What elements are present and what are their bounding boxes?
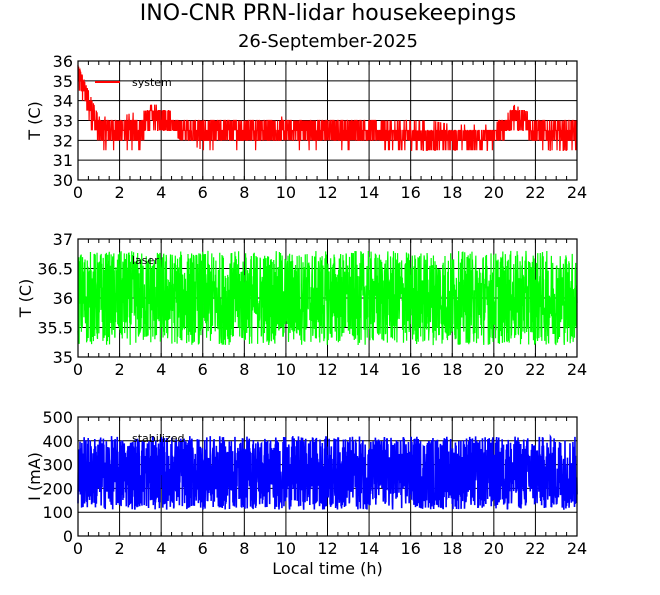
x-tick-label: 12 — [317, 183, 337, 202]
x-tick-label: 22 — [525, 183, 545, 202]
x-tick-label: 16 — [400, 360, 420, 379]
plot-frame — [77, 60, 578, 181]
x-tick-label: 2 — [114, 539, 124, 558]
y-tick-label: 500 — [42, 408, 73, 427]
y-axis-label: I (mA) — [25, 452, 44, 501]
series-trace-system — [77, 64, 578, 151]
y-tick-label: 400 — [42, 432, 73, 451]
x-tick-label: 6 — [198, 539, 208, 558]
legend-label: stabilized — [132, 432, 184, 445]
y-tick-label: 35 — [53, 348, 73, 367]
y-tick-label: 32 — [53, 131, 73, 150]
x-tick-label: 6 — [198, 183, 208, 202]
y-tick-label: 30 — [53, 171, 73, 190]
y-tick-label: 0 — [63, 527, 73, 546]
y-tick-label: 35 — [53, 72, 73, 91]
y-tick-label: 35.5 — [37, 319, 73, 338]
x-tick-label: 2 — [114, 183, 124, 202]
x-tick-label: 10 — [276, 183, 296, 202]
x-tick-label: 16 — [400, 539, 420, 558]
legend-label: system — [132, 76, 172, 89]
x-tick-label: 4 — [156, 183, 166, 202]
x-tick-label: 20 — [484, 183, 504, 202]
series-trace-laser — [77, 250, 578, 346]
x-tick-label: 0 — [73, 183, 83, 202]
x-tick-label: 24 — [567, 539, 587, 558]
y-tick-label: 36 — [53, 52, 73, 71]
y-tick-label: 200 — [42, 479, 73, 498]
x-tick-label: 10 — [276, 360, 296, 379]
y-tick-label: 36 — [53, 289, 73, 308]
y-axis-label: T (C) — [25, 101, 44, 141]
x-tick-label: 18 — [442, 360, 462, 379]
x-tick-label: 24 — [567, 360, 587, 379]
x-tick-label: 20 — [484, 539, 504, 558]
x-tick-label: 14 — [359, 539, 379, 558]
x-tick-label: 8 — [239, 539, 249, 558]
x-tick-label: 0 — [73, 360, 83, 379]
x-tick-label: 8 — [239, 360, 249, 379]
y-tick-label: 300 — [42, 456, 73, 475]
y-tick-label: 34 — [53, 92, 73, 111]
x-tick-label: 6 — [198, 360, 208, 379]
x-axis-label: Local time (h) — [272, 559, 382, 578]
legend-label: laser — [132, 254, 159, 267]
x-tick-label: 12 — [317, 360, 337, 379]
x-tick-label: 14 — [359, 360, 379, 379]
x-tick-label: 2 — [114, 360, 124, 379]
y-tick-label: 33 — [53, 112, 73, 131]
y-tick-label: 31 — [53, 151, 73, 170]
plot-frame — [77, 416, 578, 537]
x-tick-label: 18 — [442, 183, 462, 202]
x-tick-label: 22 — [525, 539, 545, 558]
x-tick-label: 0 — [73, 539, 83, 558]
x-tick-label: 22 — [525, 360, 545, 379]
plot-frame — [77, 238, 578, 358]
chart-title: INO-CNR PRN-lidar housekeepings — [140, 1, 516, 26]
x-tick-label: 4 — [156, 360, 166, 379]
y-tick-label: 36.5 — [37, 260, 73, 279]
x-tick-label: 14 — [359, 183, 379, 202]
x-tick-label: 8 — [239, 183, 249, 202]
x-tick-label: 20 — [484, 360, 504, 379]
x-tick-label: 4 — [156, 539, 166, 558]
y-axis-label: T (C) — [16, 279, 35, 319]
y-tick-label: 100 — [42, 503, 73, 522]
x-tick-label: 24 — [567, 183, 587, 202]
x-tick-label: 18 — [442, 539, 462, 558]
x-tick-label: 16 — [400, 183, 420, 202]
series-trace-stabilized — [77, 433, 578, 510]
y-tick-label: 37 — [53, 230, 73, 249]
x-tick-label: 12 — [317, 539, 337, 558]
x-tick-label: 10 — [276, 539, 296, 558]
chart-subtitle: 26-September-2025 — [238, 31, 418, 52]
